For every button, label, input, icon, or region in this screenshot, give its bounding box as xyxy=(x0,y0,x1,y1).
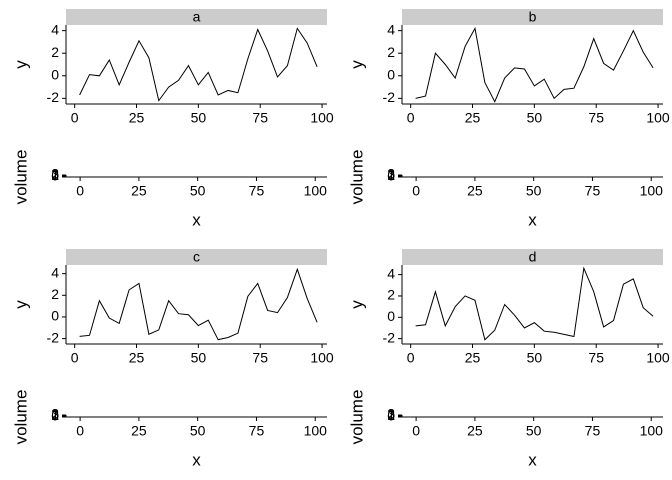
x-tick-label: 100 xyxy=(646,110,670,126)
x-tick-label: 25 xyxy=(465,110,481,126)
y-axis-title: y xyxy=(347,60,366,69)
y-axis-title: volume xyxy=(11,150,30,205)
y-axis-title: y xyxy=(11,60,30,69)
x-tick-label: 50 xyxy=(190,423,206,439)
x-tick-label: 50 xyxy=(527,350,543,366)
y-tick-label: 3 xyxy=(51,406,59,422)
y-tick-label: 2 xyxy=(387,287,395,303)
x-tick-label: 0 xyxy=(412,183,420,199)
x-tick-label: 75 xyxy=(588,110,604,126)
x-tick-label: 0 xyxy=(407,110,415,126)
x-axis-title: x xyxy=(192,450,201,469)
y-axis-title: y xyxy=(11,300,30,309)
data-line xyxy=(79,27,318,102)
x-tick-label: 100 xyxy=(640,183,664,199)
x-tick-label: 25 xyxy=(131,423,147,439)
y-tick-label: 4 xyxy=(51,264,59,280)
y-tick-label: 1 xyxy=(387,407,395,423)
y-tick-label: 1 xyxy=(51,407,59,423)
x-tick-label: 25 xyxy=(467,183,483,199)
y-tick-label: 4 xyxy=(51,21,59,37)
y-tick-label: 1 xyxy=(51,167,59,183)
data-line xyxy=(415,26,654,103)
x-tick-label: 100 xyxy=(304,423,328,439)
strip xyxy=(66,249,327,265)
y-tick-label: 4 xyxy=(387,265,395,281)
x-tick-label: 0 xyxy=(76,183,84,199)
x-tick-label: 25 xyxy=(131,183,147,199)
y-tick-label: 1 xyxy=(387,167,395,183)
strip-title: d xyxy=(529,249,537,265)
strip-title: a xyxy=(193,9,201,25)
data-line xyxy=(79,267,318,341)
y-tick-label: 3 xyxy=(51,166,59,182)
x-tick-label: 25 xyxy=(129,110,145,126)
x-tick-label: 75 xyxy=(252,350,268,366)
x-tick-label: 75 xyxy=(588,350,604,366)
x-tick-label: 25 xyxy=(465,350,481,366)
strip xyxy=(402,9,663,25)
strip xyxy=(66,9,327,25)
y-tick-label: -2 xyxy=(47,329,60,345)
x-tick-label: 75 xyxy=(585,183,601,199)
y-tick-label: 2 xyxy=(51,286,59,302)
x-tick-label: 25 xyxy=(129,350,145,366)
y-axis-title: volume xyxy=(347,150,366,205)
y-axis-title: y xyxy=(347,300,366,309)
strip-title: b xyxy=(529,9,537,25)
data-line xyxy=(415,266,654,341)
x-axis-title: x xyxy=(528,450,537,469)
x-tick-label: 75 xyxy=(252,110,268,126)
strip xyxy=(402,249,663,265)
y-tick-label: -2 xyxy=(383,329,396,345)
y-tick-label: 0 xyxy=(387,408,395,424)
x-tick-label: 50 xyxy=(526,183,542,199)
x-tick-label: 0 xyxy=(71,110,79,126)
x-tick-label: 0 xyxy=(407,350,415,366)
y-tick-label: 0 xyxy=(51,408,59,424)
x-axis-title: x xyxy=(192,210,201,229)
y-tick-label: 2 xyxy=(51,406,59,422)
x-tick-label: 100 xyxy=(304,183,328,199)
x-tick-label: 75 xyxy=(249,423,265,439)
y-tick-label: 2 xyxy=(387,166,395,182)
x-tick-label: 50 xyxy=(191,110,207,126)
y-tick-label: 0 xyxy=(51,168,59,184)
x-tick-label: 75 xyxy=(249,183,265,199)
x-tick-label: 100 xyxy=(310,350,334,366)
x-tick-label: 100 xyxy=(310,110,334,126)
y-tick-label: -2 xyxy=(47,89,60,105)
y-tick-label: 0 xyxy=(387,66,395,82)
x-tick-label: 50 xyxy=(191,350,207,366)
y-axis-title: volume xyxy=(347,390,366,445)
y-tick-label: 0 xyxy=(387,168,395,184)
y-tick-label: 0 xyxy=(51,308,59,324)
x-axis-title: x xyxy=(528,210,537,229)
x-tick-label: 50 xyxy=(190,183,206,199)
x-tick-label: 100 xyxy=(646,350,670,366)
y-tick-label: 3 xyxy=(387,166,395,182)
x-tick-label: 50 xyxy=(526,423,542,439)
y-tick-label: 3 xyxy=(387,406,395,422)
x-tick-label: 0 xyxy=(76,423,84,439)
x-tick-label: 25 xyxy=(467,423,483,439)
y-axis-title: volume xyxy=(11,390,30,445)
y-tick-label: 2 xyxy=(51,166,59,182)
x-tick-label: 75 xyxy=(585,423,601,439)
y-tick-label: 2 xyxy=(51,44,59,60)
x-tick-label: 100 xyxy=(640,423,664,439)
y-tick-label: 0 xyxy=(51,66,59,82)
x-tick-label: 0 xyxy=(71,350,79,366)
x-tick-label: 50 xyxy=(527,110,543,126)
x-tick-label: 0 xyxy=(412,423,420,439)
strip-title: c xyxy=(193,249,200,265)
y-tick-label: 4 xyxy=(387,21,395,37)
y-tick-label: 2 xyxy=(387,406,395,422)
y-tick-label: -2 xyxy=(383,89,396,105)
y-tick-label: 0 xyxy=(387,308,395,324)
y-tick-label: 2 xyxy=(387,44,395,60)
